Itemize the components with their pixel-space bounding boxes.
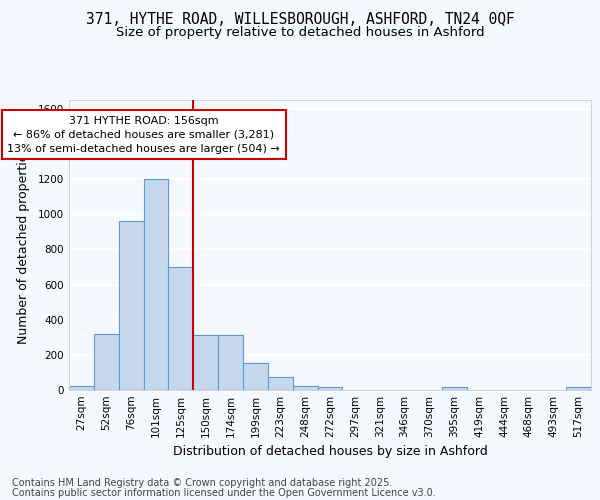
Text: 371 HYTHE ROAD: 156sqm
← 86% of detached houses are smaller (3,281)
13% of semi-: 371 HYTHE ROAD: 156sqm ← 86% of detached…	[7, 116, 280, 154]
Bar	[94, 334, 119, 390]
Bar	[442, 388, 467, 390]
Bar	[218, 334, 243, 390]
Bar	[268, 377, 293, 390]
Text: Size of property relative to detached houses in Ashford: Size of property relative to detached ho…	[116, 26, 484, 39]
Bar	[566, 388, 591, 390]
Bar	[317, 388, 343, 390]
Bar	[69, 386, 94, 390]
Bar	[143, 179, 169, 390]
Bar	[293, 386, 317, 390]
Bar	[119, 222, 143, 390]
Bar	[193, 334, 218, 390]
Bar	[169, 267, 193, 390]
Text: Contains HM Land Registry data © Crown copyright and database right 2025.: Contains HM Land Registry data © Crown c…	[12, 478, 392, 488]
Text: Contains public sector information licensed under the Open Government Licence v3: Contains public sector information licen…	[12, 488, 436, 498]
X-axis label: Distribution of detached houses by size in Ashford: Distribution of detached houses by size …	[173, 446, 487, 458]
Bar	[243, 363, 268, 390]
Text: 371, HYTHE ROAD, WILLESBOROUGH, ASHFORD, TN24 0QF: 371, HYTHE ROAD, WILLESBOROUGH, ASHFORD,…	[86, 12, 514, 28]
Y-axis label: Number of detached properties: Number of detached properties	[17, 146, 29, 344]
